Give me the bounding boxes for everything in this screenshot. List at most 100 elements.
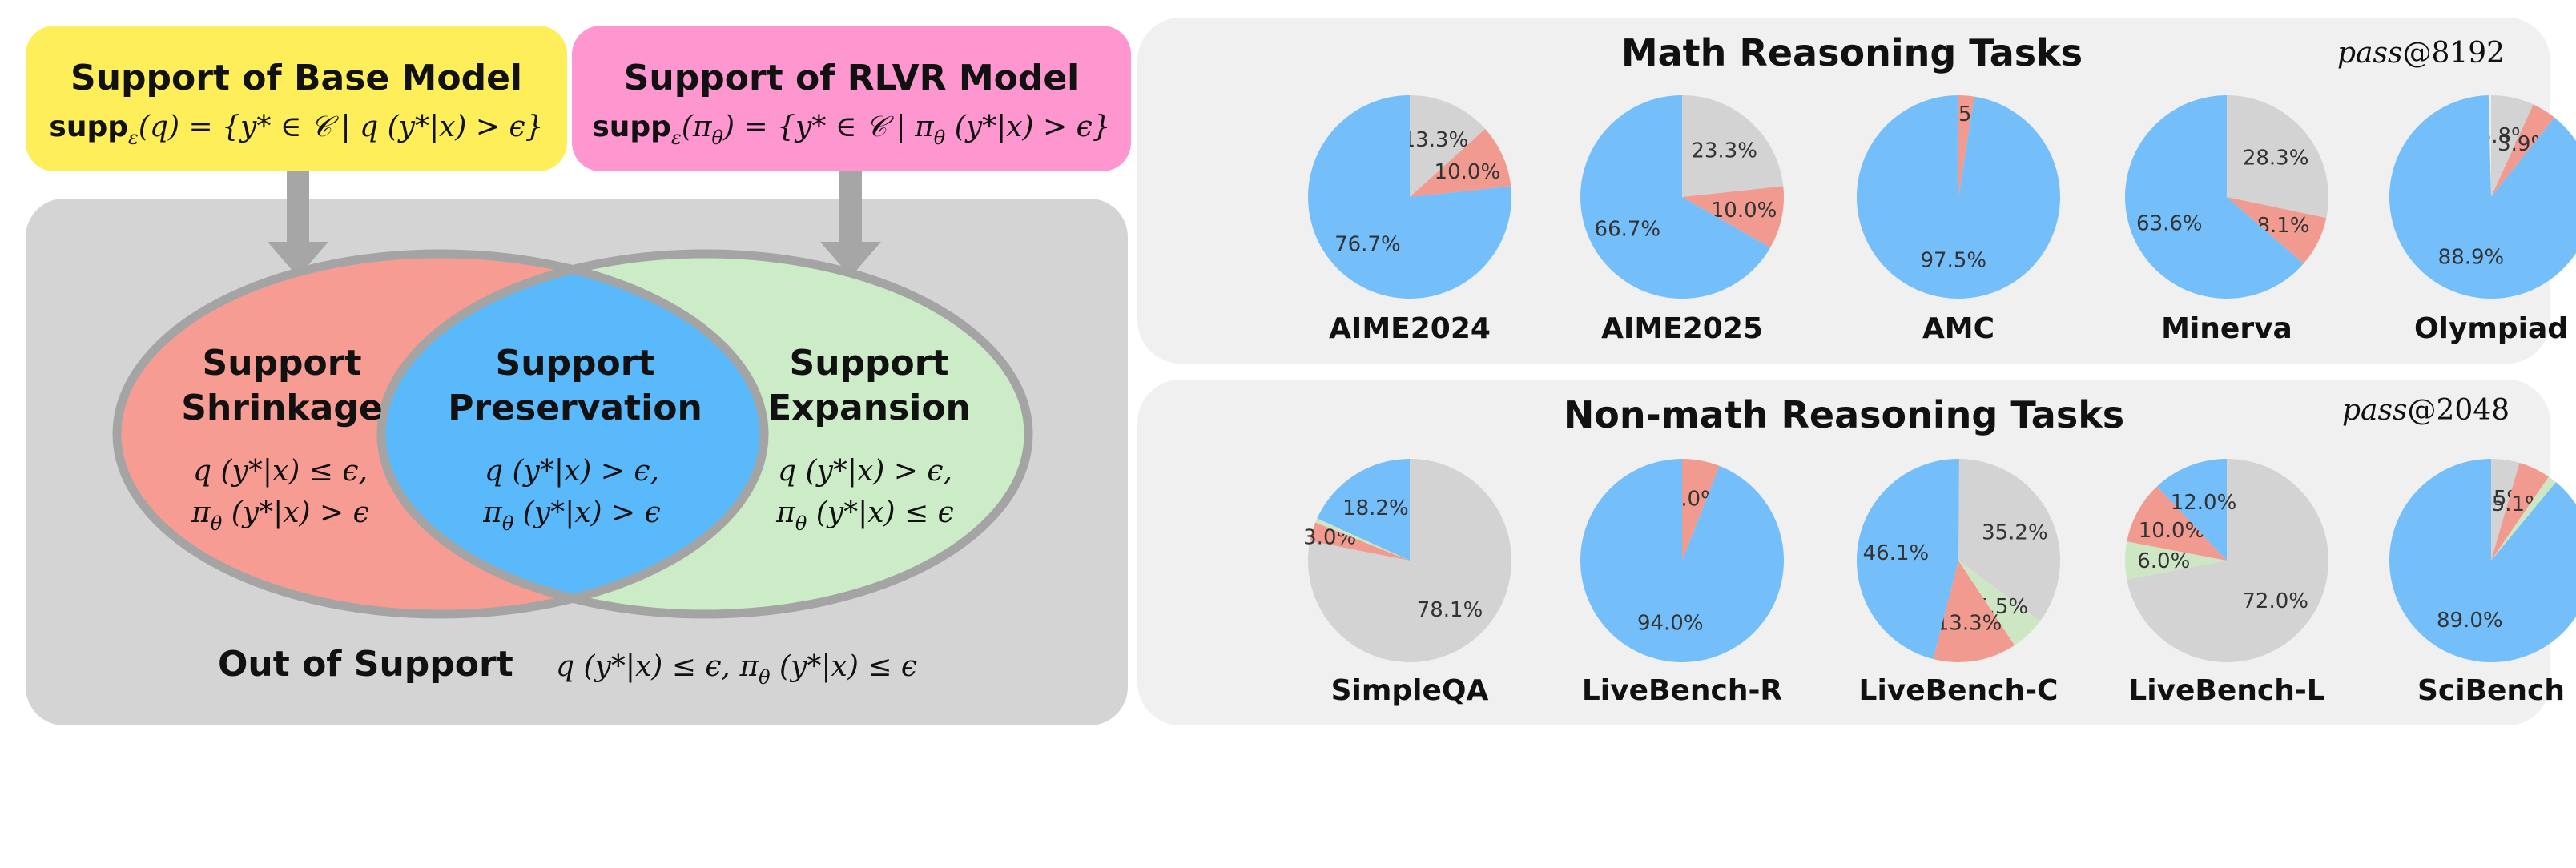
pie-slice-out [1682,95,1784,197]
pie-slice-label: 10.0% [1435,160,1501,184]
pie-slice-preserve [2389,459,2576,662]
preservation-condition-2: πθ (y*|x) > ϵ [482,496,661,535]
pie-slice-preserve [1580,95,1771,299]
pie-name-label: LiveBench-L [2128,674,2325,707]
pie-slice-preserve [2157,459,2227,561]
pie-slice-shrink [1933,561,2015,662]
pie-charts: 13.3% 10.0% 76.7% AIME2024 23.3% 10.0% 66.7% AI… [1303,95,2576,707]
nonmath-pass-annotation: pass@2048 [2342,394,2510,427]
pie-aime2025: 23.3% 10.0% 66.7% AIME2025 [1580,95,1784,345]
out-of-support-condition: q (y*|x) ≤ ϵ, πθ (y*|x) ≤ ϵ [556,650,917,689]
pie-slice-shrink [1682,186,1784,248]
pie-olympiad: 6.8%3.9%88.9%Olympiad [2389,95,2576,345]
pie-slice-out [2491,459,2520,561]
pie-slice-label: 18.2% [1342,496,1409,520]
pie-slice-shrink [1682,459,1720,561]
pie-slice-expand [1958,561,2040,645]
pie-slice-label: 6.0% [2137,549,2190,573]
expansion-condition-2: πθ (y*|x) ≤ ϵ [775,496,954,535]
pie-slice-shrink [1310,522,1410,561]
pie-slice-out [1307,459,1511,662]
pie-livebench-c: 35.2%5.5%13.3%46.1%LiveBench-C [1856,459,2060,707]
base-model-formula: suppε(q) = {y* ∈ 𝒞 | q (y*|x) > ϵ} [49,111,543,149]
pie-slice-shrink [1410,128,1511,197]
pie-amc: 2.5%97.5%AMC [1857,95,2060,345]
pie-slice-preserve [1308,95,1512,299]
pie-slice-label: 13.3% [1936,612,2002,636]
pie-slice-label: 28.3% [2243,146,2309,170]
pie-slice-shrink [1958,95,1974,197]
preservation-title-line1: Support [496,343,655,384]
rlvr-outline [376,249,1033,619]
pie-name-label: LiveBench-C [1859,674,2059,707]
math-pass-annotation: pass@8192 [2337,37,2505,70]
pie-slice-label: 63.6% [2136,212,2203,236]
pie-slice-label: 78.1% [1417,598,1483,622]
pie-minerva: 28.3%8.1%63.6%Minerva [2125,95,2328,345]
pie-livebench-l: 72.0%6.0%10.0%12.0%LiveBench-L [2125,459,2328,707]
pie-livebench-r: 6.0%94.0%LiveBench-R [1580,459,1784,707]
pie-slice-shrink [2491,463,2550,561]
pie-slice-label: 94.0% [1637,611,1704,635]
pie-slice-label: 10.0% [1711,199,1777,223]
base-arrow [268,171,328,277]
pie-aime2024: 13.3% 10.0% 76.7% AIME2024 [1308,95,1512,345]
pie-slice-label: 35.2% [1982,521,2048,545]
pie-slice-out [2227,95,2328,219]
pie-slice-label: 12.0% [2171,491,2237,515]
pie-slice-shrink [2227,197,2327,264]
pie-slice-label: 76.7% [1334,233,1401,257]
preservation-title-line2: Preservation [448,388,702,428]
shrinkage-condition-2: πθ (y*|x) > ϵ [191,496,369,535]
pie-slice-label: 46.1% [1863,541,1930,565]
rlvr-arrow [820,171,881,277]
pie-name-label: LiveBench-R [1582,674,1782,707]
base-outline [112,249,769,619]
pie-slice-preserve [2125,95,2304,299]
pie-slice-expand [1315,518,1410,561]
rlvr-model-box [572,26,1131,171]
expansion-title-line1: Support [790,343,949,384]
pie-slice-preserve [2389,95,2576,299]
pie-slice-label: 89.0% [2437,609,2503,633]
pie-slice-label: 66.7% [1595,217,1661,241]
nonmath-panel-title: Non-math Reasoning Tasks [1564,393,2124,436]
pie-name-label: Olympiad [2414,312,2568,345]
shrinkage-title-line2: Shrinkage [181,388,382,428]
pie-slice-out [2491,95,2534,197]
pie-slice-out [1410,95,1486,197]
pie-slice-out [2127,459,2328,662]
pie-slice-preserve [1856,459,1959,660]
pie-simpleqa: 78.1%3.0%18.2%SimpleQA [1303,459,1511,707]
pie-slice-preserve [1317,459,1410,561]
rlvr-model-formula: suppε(πθ) = {y* ∈ 𝒞 | πθ (y*|x) > ϵ} [592,111,1110,149]
pie-slice-preserve [1857,95,2060,299]
pie-slice-out [1958,459,2060,621]
pie-name-label: SciBench [2417,674,2565,707]
pie-slice-label: 13.3% [1403,128,1469,152]
pie-slice-label: 88.9% [2438,246,2505,270]
shrinkage-title-line1: Support [203,343,362,384]
base-model-title: Support of Base Model [70,58,522,98]
pie-slice-label: 97.5% [1921,248,1987,272]
pie-slice-shrink [2491,104,2555,197]
pie-name-label: Minerva [2161,312,2292,345]
pie-slice-expand [2125,541,2227,580]
base-model-box [26,26,567,171]
math-panel-title: Math Reasoning Tasks [1621,31,2083,74]
pie-name-label: SimpleQA [1331,674,1489,707]
out-of-support-title: Out of Support [218,644,513,685]
pie-name-label: AMC [1922,312,1994,345]
shrinkage-condition-1: q (y*|x) ≤ ϵ, [193,455,368,488]
pie-slice-label: 23.3% [1691,139,1757,163]
pie-slice-shrink [2127,486,2227,561]
rlvr-model-title: Support of RLVR Model [624,58,1080,98]
preservation-region [381,254,764,614]
pie-slice-expand [2491,476,2556,561]
preservation-condition-1: q (y*|x) > ϵ, [485,455,659,488]
expansion-condition-1: q (y*|x) > ϵ, [778,455,952,488]
expansion-title-line2: Expansion [767,388,971,428]
pie-name-label: AIME2024 [1329,312,1491,345]
pie-slice-label: 72.0% [2242,589,2308,613]
